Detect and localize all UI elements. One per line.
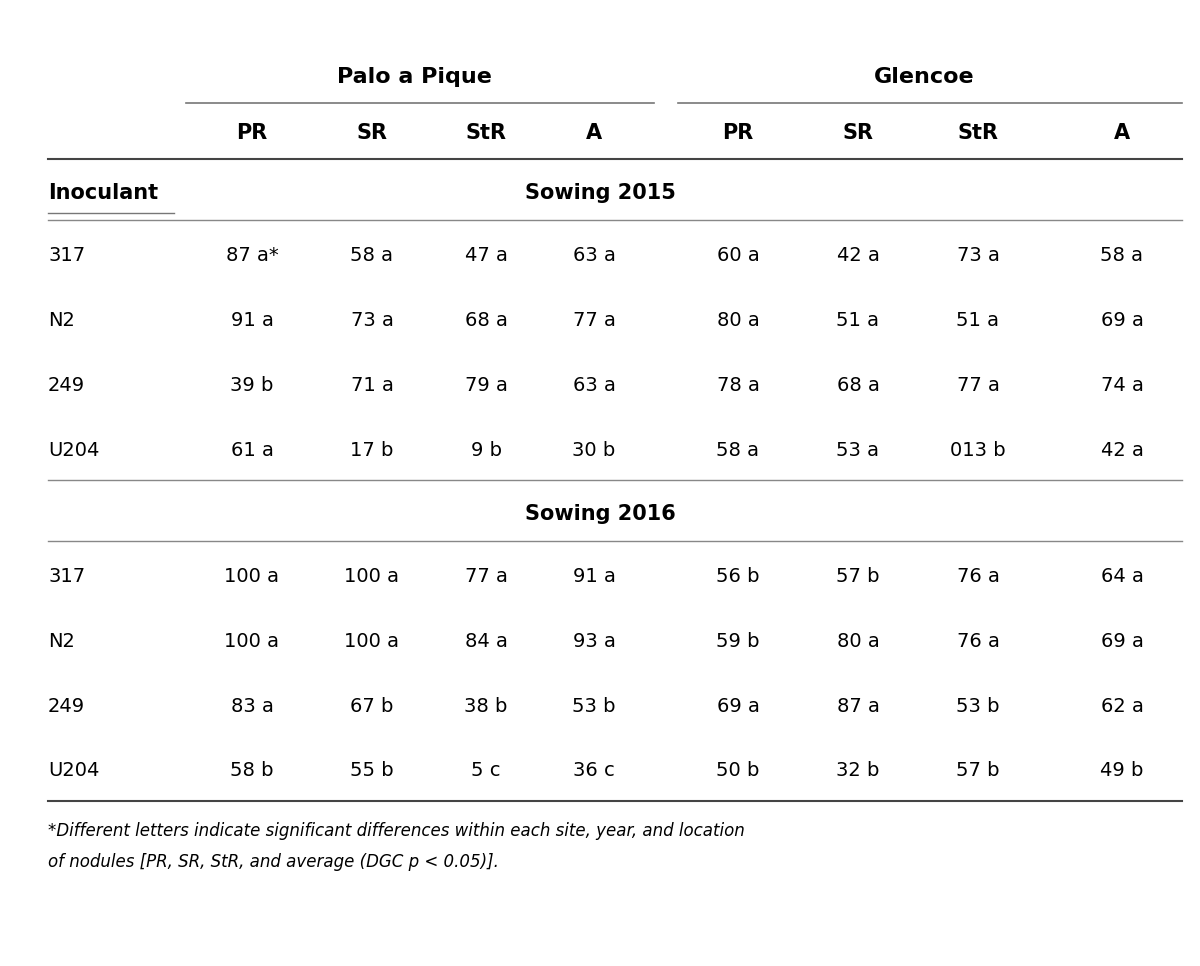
Text: Palo a Pique: Palo a Pique	[336, 68, 492, 87]
Text: 5 c: 5 c	[472, 761, 500, 781]
Text: 79 a: 79 a	[464, 376, 508, 395]
Text: 36 c: 36 c	[574, 761, 614, 781]
Text: 51 a: 51 a	[836, 311, 880, 330]
Text: 42 a: 42 a	[1100, 440, 1144, 460]
Text: Inoculant: Inoculant	[48, 184, 158, 203]
Text: 80 a: 80 a	[836, 632, 880, 651]
Text: 68 a: 68 a	[836, 376, 880, 395]
Text: 58 a: 58 a	[350, 246, 394, 266]
Text: 91 a: 91 a	[230, 311, 274, 330]
Text: 39 b: 39 b	[230, 376, 274, 395]
Text: 57 b: 57 b	[956, 761, 1000, 781]
Text: 83 a: 83 a	[230, 696, 274, 716]
Text: 80 a: 80 a	[716, 311, 760, 330]
Text: 64 a: 64 a	[1100, 567, 1144, 586]
Text: 50 b: 50 b	[716, 761, 760, 781]
Text: 38 b: 38 b	[464, 696, 508, 716]
Text: 249: 249	[48, 376, 85, 395]
Text: 49 b: 49 b	[1100, 761, 1144, 781]
Text: StR: StR	[466, 124, 506, 143]
Text: 100 a: 100 a	[224, 632, 280, 651]
Text: 76 a: 76 a	[956, 567, 1000, 586]
Text: PR: PR	[236, 124, 268, 143]
Text: of nodules [PR, SR, StR, and average (DGC p < 0.05)].: of nodules [PR, SR, StR, and average (DG…	[48, 853, 499, 870]
Text: 53 a: 53 a	[836, 440, 880, 460]
Text: 100 a: 100 a	[344, 632, 400, 651]
Text: A: A	[586, 124, 602, 143]
Text: 56 b: 56 b	[716, 567, 760, 586]
Text: 77 a: 77 a	[572, 311, 616, 330]
Text: SR: SR	[356, 124, 388, 143]
Text: 32 b: 32 b	[836, 761, 880, 781]
Text: Glencoe: Glencoe	[874, 68, 974, 87]
Text: 58 b: 58 b	[230, 761, 274, 781]
Text: 58 a: 58 a	[1100, 246, 1144, 266]
Text: N2: N2	[48, 632, 74, 651]
Text: 17 b: 17 b	[350, 440, 394, 460]
Text: 30 b: 30 b	[572, 440, 616, 460]
Text: 76 a: 76 a	[956, 632, 1000, 651]
Text: 69 a: 69 a	[716, 696, 760, 716]
Text: Sowing 2015: Sowing 2015	[524, 184, 676, 203]
Text: 58 a: 58 a	[716, 440, 760, 460]
Text: 78 a: 78 a	[716, 376, 760, 395]
Text: 249: 249	[48, 696, 85, 716]
Text: 77 a: 77 a	[956, 376, 1000, 395]
Text: 87 a: 87 a	[836, 696, 880, 716]
Text: 9 b: 9 b	[470, 440, 502, 460]
Text: 68 a: 68 a	[464, 311, 508, 330]
Text: 55 b: 55 b	[350, 761, 394, 781]
Text: 63 a: 63 a	[572, 376, 616, 395]
Text: Sowing 2016: Sowing 2016	[524, 504, 676, 524]
Text: 57 b: 57 b	[836, 567, 880, 586]
Text: StR: StR	[958, 124, 998, 143]
Text: 77 a: 77 a	[464, 567, 508, 586]
Text: 63 a: 63 a	[572, 246, 616, 266]
Text: 53 b: 53 b	[956, 696, 1000, 716]
Text: N2: N2	[48, 311, 74, 330]
Text: 87 a*: 87 a*	[226, 246, 278, 266]
Text: 013 b: 013 b	[950, 440, 1006, 460]
Text: 59 b: 59 b	[716, 632, 760, 651]
Text: 69 a: 69 a	[1100, 632, 1144, 651]
Text: 42 a: 42 a	[836, 246, 880, 266]
Text: *Different letters indicate significant differences within each site, year, and : *Different letters indicate significant …	[48, 822, 745, 839]
Text: 317: 317	[48, 567, 85, 586]
Text: 67 b: 67 b	[350, 696, 394, 716]
Text: 47 a: 47 a	[464, 246, 508, 266]
Text: A: A	[1114, 124, 1130, 143]
Text: 73 a: 73 a	[956, 246, 1000, 266]
Text: 74 a: 74 a	[1100, 376, 1144, 395]
Text: 93 a: 93 a	[572, 632, 616, 651]
Text: 69 a: 69 a	[1100, 311, 1144, 330]
Text: 62 a: 62 a	[1100, 696, 1144, 716]
Text: 71 a: 71 a	[350, 376, 394, 395]
Text: 100 a: 100 a	[224, 567, 280, 586]
Text: 51 a: 51 a	[956, 311, 1000, 330]
Text: 53 b: 53 b	[572, 696, 616, 716]
Text: 91 a: 91 a	[572, 567, 616, 586]
Text: PR: PR	[722, 124, 754, 143]
Text: 100 a: 100 a	[344, 567, 400, 586]
Text: U204: U204	[48, 440, 100, 460]
Text: 317: 317	[48, 246, 85, 266]
Text: 61 a: 61 a	[230, 440, 274, 460]
Text: 73 a: 73 a	[350, 311, 394, 330]
Text: 84 a: 84 a	[464, 632, 508, 651]
Text: U204: U204	[48, 761, 100, 781]
Text: 60 a: 60 a	[716, 246, 760, 266]
Text: SR: SR	[842, 124, 874, 143]
